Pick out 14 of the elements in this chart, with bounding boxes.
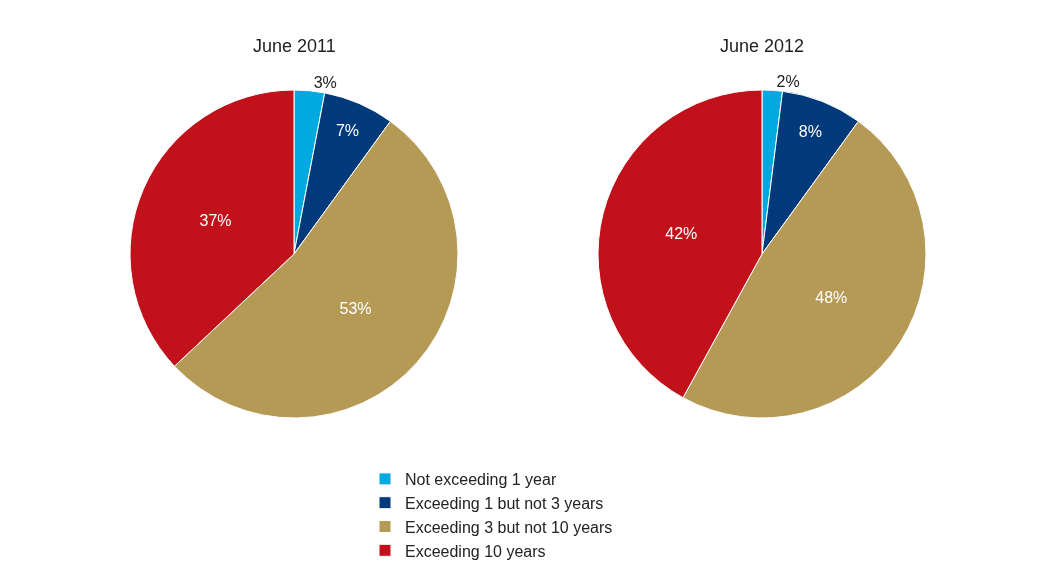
data-label: 2% <box>776 73 800 91</box>
data-label: 42% <box>665 224 698 242</box>
legend-label: Exceeding 3 but not 10 years <box>405 518 613 536</box>
data-label: 53% <box>339 299 372 317</box>
chart-title: June 2011 <box>253 36 336 56</box>
data-label: 48% <box>815 289 848 307</box>
legend-label: Exceeding 10 years <box>405 542 546 560</box>
data-label: 7% <box>335 121 360 139</box>
legend-label: Not exceeding 1 year <box>405 471 557 489</box>
data-label: 8% <box>798 123 822 141</box>
data-label: 3% <box>313 73 337 91</box>
chart-title: June 2012 <box>720 36 805 56</box>
data-label: 37% <box>199 211 232 229</box>
legend-label: Exceeding 1 but not 3 years <box>405 494 604 512</box>
